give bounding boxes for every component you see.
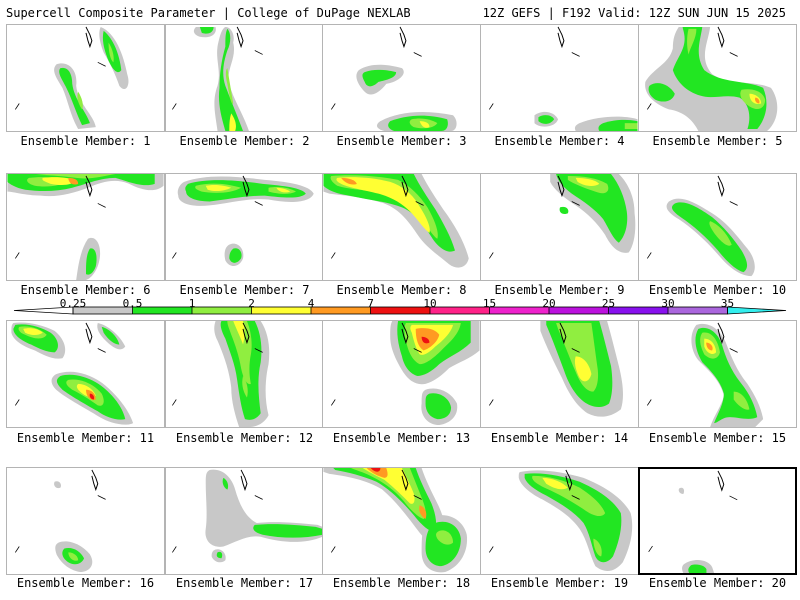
ensemble-label: Ensemble Member: 19 [490,576,629,590]
run-valid-time: 12Z GEFS | F192 Valid: 12Z SUN JUN 15 20… [482,6,786,20]
ensemble-label: Ensemble Member: 16 [16,576,155,590]
ensemble-map-13[interactable] [322,320,481,428]
ensemble-map-15[interactable] [638,320,797,428]
ensemble-label: Ensemble Member: 11 [16,431,155,445]
colorbar [13,306,787,315]
ensemble-label: Ensemble Member: 14 [490,431,629,445]
colorbar-tick-label: 10 [423,297,437,310]
ensemble-label: Ensemble Member: 8 [336,283,467,297]
product-title: Supercell Composite Parameter | College … [6,6,411,20]
ensemble-map-1[interactable] [6,24,165,132]
colorbar-swatch-1 [73,307,133,314]
ensemble-map-16[interactable] [6,467,165,575]
colorbar-tick-label: 0.5 [122,297,143,310]
ensemble-label: Ensemble Member: 17 [175,576,314,590]
ensemble-map-10[interactable] [638,173,797,281]
ensemble-label: Ensemble Member: 12 [175,431,314,445]
colorbar-tick-label: 35 [720,297,735,310]
ensemble-map-14[interactable] [480,320,639,428]
ensemble-label: Ensemble Member: 9 [494,283,625,297]
ensemble-map-17[interactable] [165,467,324,575]
ensemble-map-18[interactable] [322,467,481,575]
ensemble-map-3[interactable] [322,24,481,132]
ensemble-map-6[interactable] [6,173,165,281]
ensemble-map-7[interactable] [165,173,324,281]
ensemble-label: Ensemble Member: 13 [332,431,471,445]
ensemble-label: Ensemble Member: 3 [336,134,467,148]
colorbar-tick-label: 4 [307,297,315,310]
colorbar-tick-label: 30 [661,297,675,310]
ensemble-label: Ensemble Member: 5 [652,134,783,148]
ensemble-map-11[interactable] [6,320,165,428]
ensemble-label: Ensemble Member: 7 [179,283,310,297]
colorbar-swatch-8 [489,307,549,314]
colorbar-tick-label: 25 [601,297,616,310]
ensemble-map-9[interactable] [480,173,639,281]
colorbar-tick-label: 0.25 [59,297,87,310]
colorbar-swatch-4 [251,307,311,314]
colorbar-tick-label: 20 [542,297,556,310]
ensemble-label: Ensemble Member: 4 [494,134,625,148]
colorbar-swatch-10 [608,307,668,314]
colorbar-tick-label: 2 [248,297,255,310]
ensemble-label: Ensemble Member: 2 [179,134,310,148]
colorbar-swatch-7 [430,307,490,314]
colorbar-swatch-6 [370,307,430,314]
ensemble-map-2[interactable] [165,24,324,132]
colorbar-swatch-9 [549,307,609,314]
colorbar-swatch-3 [192,307,252,314]
colorbar-tick-label: 1 [188,297,196,310]
ensemble-label: Ensemble Member: 20 [648,576,787,590]
ensemble-label: Ensemble Member: 6 [20,283,151,297]
colorbar-arrow-right [727,306,787,315]
ensemble-map-4[interactable] [480,24,639,132]
colorbar-swatch-11 [668,307,728,314]
ensemble-map-12[interactable] [165,320,324,428]
ensemble-map-19[interactable] [480,467,639,575]
ensemble-label: Ensemble Member: 1 [20,134,151,148]
ensemble-label: Ensemble Member: 10 [648,283,787,297]
colorbar-tick-label: 7 [367,297,374,310]
colorbar-swatch-5 [311,307,371,314]
colorbar-swatch-2 [132,307,192,314]
ensemble-map-8[interactable] [322,173,481,281]
colorbar-tick-label: 15 [482,297,497,310]
ensemble-label: Ensemble Member: 18 [332,576,471,590]
ensemble-map-20[interactable] [638,467,797,575]
ensemble-map-5[interactable] [638,24,797,132]
ensemble-label: Ensemble Member: 15 [648,431,787,445]
